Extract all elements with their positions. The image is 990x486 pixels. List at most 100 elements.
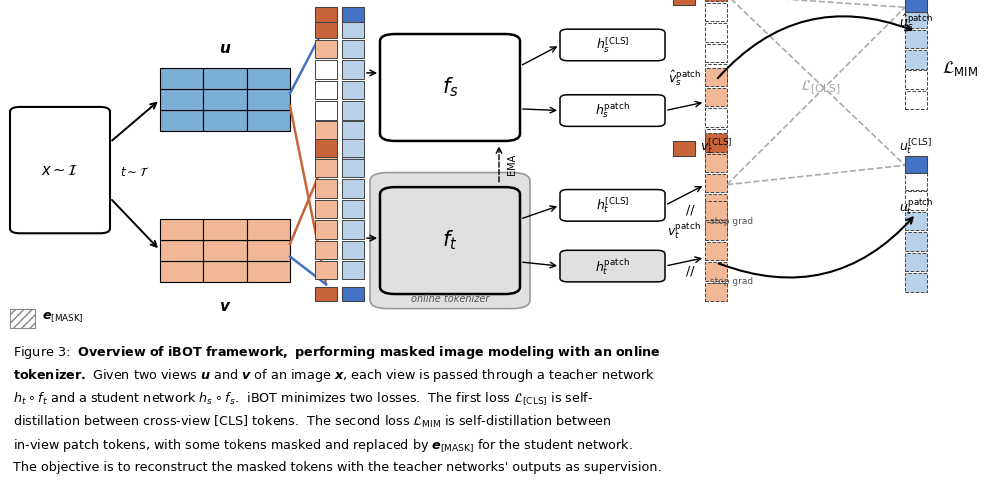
Bar xyxy=(342,142,364,160)
Bar xyxy=(705,222,727,240)
FancyBboxPatch shape xyxy=(560,95,665,126)
Bar xyxy=(315,220,337,239)
Text: stop grad: stop grad xyxy=(710,278,753,286)
Bar xyxy=(705,262,727,281)
Bar xyxy=(673,141,695,156)
FancyBboxPatch shape xyxy=(560,29,665,61)
Bar xyxy=(905,232,927,251)
Text: $h_t^{\mathrm{[CLS]}}$: $h_t^{\mathrm{[CLS]}}$ xyxy=(596,195,630,215)
Bar xyxy=(705,64,727,83)
Bar xyxy=(247,68,290,89)
Bar xyxy=(203,261,247,282)
Bar xyxy=(705,129,727,147)
Text: $\boldsymbol{u}$: $\boldsymbol{u}$ xyxy=(219,41,232,56)
Bar xyxy=(705,23,727,42)
Bar xyxy=(905,0,927,12)
Bar xyxy=(705,283,727,301)
Bar xyxy=(705,3,727,21)
Bar xyxy=(315,81,337,99)
Bar xyxy=(905,91,927,109)
Text: Figure 3:  $\mathbf{Overview\ of\ iBOT\ framework,\ performing\ masked\ image\ m: Figure 3: $\mathbf{Overview\ of\ iBOT\ f… xyxy=(13,344,660,361)
Bar xyxy=(315,287,337,301)
Text: stop grad: stop grad xyxy=(710,217,753,226)
Bar xyxy=(705,215,727,233)
Text: $u_t^{\mathrm{[CLS]}}$: $u_t^{\mathrm{[CLS]}}$ xyxy=(900,136,933,156)
Text: $\hat{v}_s^{\mathrm{patch}}$: $\hat{v}_s^{\mathrm{patch}}$ xyxy=(667,68,701,87)
Text: $\mathit{\mathbf{tokenizer.}}$ Given two views $\boldsymbol{u}$ and $\boldsymbol: $\mathit{\mathbf{tokenizer.}}$ Given two… xyxy=(13,367,654,384)
FancyBboxPatch shape xyxy=(560,190,665,221)
Text: $t\sim\mathcal{T}$: $t\sim\mathcal{T}$ xyxy=(120,166,149,179)
Bar xyxy=(342,261,364,279)
Bar xyxy=(705,88,727,106)
Bar xyxy=(705,149,727,168)
Bar xyxy=(705,242,727,260)
Bar xyxy=(342,200,364,218)
Bar xyxy=(705,201,727,220)
Text: in-view patch tokens, with some tokens masked and replaced by $\boldsymbol{e}_{\: in-view patch tokens, with some tokens m… xyxy=(13,437,633,454)
Bar xyxy=(315,7,337,22)
Bar xyxy=(342,159,364,177)
Bar xyxy=(247,219,290,240)
Bar xyxy=(705,133,727,152)
Bar xyxy=(160,219,203,240)
Text: //: // xyxy=(686,264,694,278)
Bar xyxy=(342,19,364,38)
Bar xyxy=(342,179,364,198)
Bar xyxy=(160,68,203,89)
Text: $v_t^{\mathrm{[CLS]}}$: $v_t^{\mathrm{[CLS]}}$ xyxy=(700,136,733,156)
Text: distillation between cross-view $\mathrm{[CLS]}$ tokens.  The second loss $\math: distillation between cross-view $\mathrm… xyxy=(13,414,612,430)
Bar xyxy=(673,0,695,5)
Bar xyxy=(905,171,927,190)
Bar xyxy=(10,309,35,328)
Bar xyxy=(160,110,203,131)
Bar xyxy=(905,30,927,48)
Bar xyxy=(203,110,247,131)
Bar xyxy=(705,108,727,127)
Text: $\hat{u}_s^{\mathrm{patch}}$: $\hat{u}_s^{\mathrm{patch}}$ xyxy=(899,12,933,32)
Bar xyxy=(160,261,203,282)
Bar xyxy=(905,50,927,69)
Bar xyxy=(342,122,364,140)
Bar xyxy=(315,142,337,160)
Text: $h_t^{\mathrm{patch}}$: $h_t^{\mathrm{patch}}$ xyxy=(595,256,630,277)
Text: $h_t \circ f_t$ and a student network $h_s \circ f_s$.  iBOT minimizes two losse: $h_t \circ f_t$ and a student network $h… xyxy=(13,391,593,408)
Bar xyxy=(247,110,290,131)
Text: EMA: EMA xyxy=(507,154,517,174)
Bar xyxy=(342,101,364,120)
Bar xyxy=(905,0,927,7)
Text: $\boldsymbol{v}$: $\boldsymbol{v}$ xyxy=(219,299,232,314)
Bar xyxy=(905,70,927,89)
Text: $u_t^{\mathrm{patch}}$: $u_t^{\mathrm{patch}}$ xyxy=(899,196,934,217)
Bar xyxy=(247,89,290,110)
Bar xyxy=(247,240,290,261)
Bar xyxy=(315,159,337,177)
Bar xyxy=(315,179,337,198)
FancyBboxPatch shape xyxy=(380,187,520,294)
Text: $h_s^{\mathrm{[CLS]}}$: $h_s^{\mathrm{[CLS]}}$ xyxy=(596,35,630,54)
Bar xyxy=(705,44,727,62)
Bar xyxy=(705,194,727,213)
Bar xyxy=(315,122,337,140)
FancyBboxPatch shape xyxy=(370,173,530,309)
Bar xyxy=(342,220,364,239)
Bar xyxy=(203,68,247,89)
Text: $h_s^{\mathrm{patch}}$: $h_s^{\mathrm{patch}}$ xyxy=(595,101,630,121)
Text: $\mathcal{L}_{\mathrm{MIM}}$: $\mathcal{L}_{\mathrm{MIM}}$ xyxy=(941,58,978,78)
Bar xyxy=(342,241,364,259)
Text: The objective is to reconstruct the masked tokens with the teacher networks' out: The objective is to reconstruct the mask… xyxy=(13,461,661,474)
Text: $\mathcal{L}_{\mathrm{[CLS]}}$: $\mathcal{L}_{\mathrm{[CLS]}}$ xyxy=(800,78,841,97)
Bar xyxy=(315,101,337,120)
Bar xyxy=(160,240,203,261)
FancyBboxPatch shape xyxy=(380,34,520,141)
Bar xyxy=(705,174,727,192)
Bar xyxy=(247,261,290,282)
Bar xyxy=(315,19,337,38)
Text: //: // xyxy=(686,204,694,217)
Text: $\boldsymbol{e}_{\mathrm{[MASK]}}$: $\boldsymbol{e}_{\mathrm{[MASK]}}$ xyxy=(42,311,83,326)
Bar xyxy=(315,139,337,157)
Bar xyxy=(705,0,727,1)
Bar xyxy=(905,212,927,230)
Text: $x\sim\mathcal{I}$: $x\sim\mathcal{I}$ xyxy=(42,163,79,177)
Bar xyxy=(705,154,727,172)
Bar xyxy=(342,60,364,79)
